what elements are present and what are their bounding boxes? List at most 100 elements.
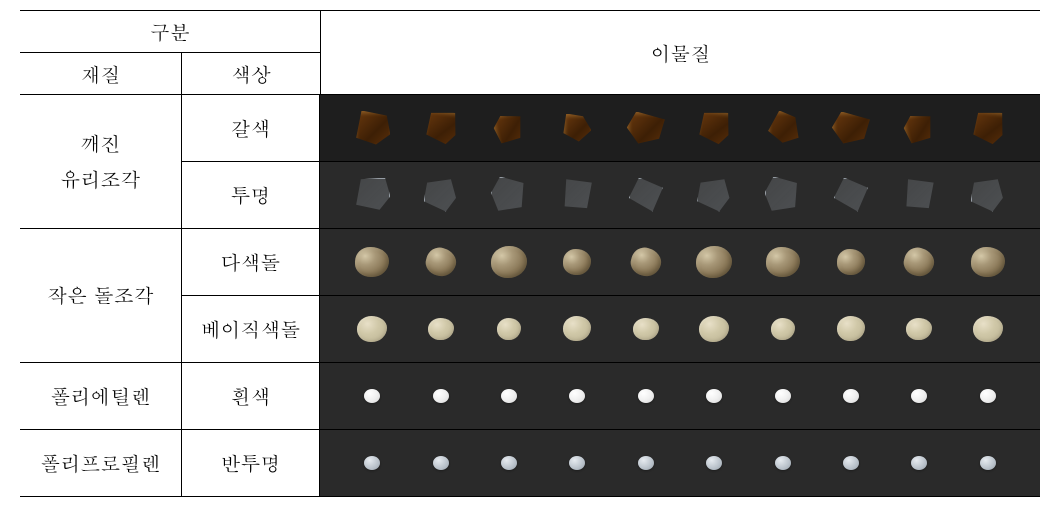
sample-item — [827, 238, 875, 286]
sample-shape — [968, 108, 1006, 146]
sample-item — [553, 372, 601, 420]
sample-item — [485, 171, 533, 219]
sample-shape — [354, 178, 390, 212]
sample-item — [895, 372, 943, 420]
sample-shape — [633, 318, 659, 340]
sample-area — [320, 363, 1040, 429]
table-row-group: 폴리프로필렌반투명 — [20, 430, 1040, 497]
sample-item — [895, 305, 943, 353]
sample-item — [964, 104, 1012, 152]
sample-item — [895, 238, 943, 286]
sample-shape — [357, 316, 387, 342]
sample-item — [417, 305, 465, 353]
color-cell: 베이직색돌 — [182, 296, 320, 362]
sample-item — [553, 238, 601, 286]
color-sample-row: 흰색 — [182, 363, 1040, 429]
sample-shape — [971, 247, 1005, 277]
sample-shape — [491, 246, 527, 278]
sample-shape — [980, 389, 996, 403]
sample-shape — [901, 110, 937, 146]
sample-item — [964, 305, 1012, 353]
sample-item — [964, 238, 1012, 286]
sample-item — [690, 238, 738, 286]
sample-shape — [569, 389, 585, 403]
sample-item — [895, 171, 943, 219]
color-cell: 투명 — [182, 162, 320, 228]
sample-shape — [837, 249, 865, 275]
header-category-group: 구분 재질 색상 — [20, 11, 320, 94]
sample-shape — [424, 178, 458, 212]
sample-shape — [491, 110, 527, 146]
sample-shape — [901, 244, 937, 279]
header-material-label: 재질 — [20, 53, 182, 94]
sample-shape — [428, 318, 454, 340]
sample-item — [485, 439, 533, 487]
sample-shape — [563, 114, 591, 142]
sample-shape — [837, 316, 865, 341]
sample-shape — [973, 316, 1003, 342]
sample-area — [320, 296, 1040, 362]
sample-shape — [834, 178, 868, 212]
color-sample-row: 다색돌 — [182, 229, 1040, 296]
sample-item — [895, 439, 943, 487]
foreign-matter-table: 구분 재질 색상 이물질 깨진 유리조각갈색투명작은 돌조각다색돌베이직색돌폴리… — [20, 10, 1040, 497]
sample-shape — [501, 456, 517, 470]
sample-shape — [765, 177, 801, 213]
sample-item — [964, 372, 1012, 420]
sample-item — [827, 372, 875, 420]
sample-item — [690, 305, 738, 353]
sample-item — [690, 372, 738, 420]
sample-shape — [911, 389, 927, 403]
sample-item — [964, 439, 1012, 487]
sample-shape — [628, 244, 664, 279]
sample-shape — [911, 456, 927, 470]
sample-item — [348, 305, 396, 353]
header-category-label: 구분 — [20, 11, 320, 53]
sample-item — [690, 439, 738, 487]
material-cell: 폴리에틸렌 — [20, 363, 182, 429]
sample-shape — [629, 178, 663, 212]
sample-shape — [903, 178, 935, 212]
color-cell: 흰색 — [182, 363, 320, 429]
sample-shape — [501, 389, 517, 403]
sample-item — [759, 104, 807, 152]
sample-item — [690, 171, 738, 219]
sample-item — [348, 238, 396, 286]
color-sample-row: 반투명 — [182, 430, 1040, 496]
sample-shape — [355, 247, 389, 277]
sample-item — [553, 171, 601, 219]
sample-item — [348, 104, 396, 152]
sample-item — [622, 171, 670, 219]
sample-item — [417, 171, 465, 219]
sample-item — [759, 305, 807, 353]
sample-item — [759, 238, 807, 286]
sample-item — [553, 439, 601, 487]
sample-item — [690, 104, 738, 152]
sample-shape — [766, 247, 800, 277]
color-sample-group: 반투명 — [182, 430, 1040, 496]
table-row-group: 깨진 유리조각갈색투명 — [20, 95, 1040, 229]
sample-shape — [980, 456, 996, 470]
sample-shape — [354, 111, 390, 145]
sample-item — [827, 104, 875, 152]
sample-shape — [561, 178, 593, 212]
sample-shape — [775, 389, 791, 403]
sample-area — [320, 95, 1040, 161]
sample-item — [759, 171, 807, 219]
sample-item — [553, 305, 601, 353]
sample-shape — [771, 318, 795, 340]
sample-shape — [433, 389, 449, 403]
sample-shape — [422, 108, 460, 146]
sample-shape — [696, 246, 732, 278]
sample-shape — [364, 389, 380, 403]
sample-item — [622, 238, 670, 286]
sample-shape — [638, 456, 654, 470]
sample-shape — [364, 456, 380, 470]
sample-shape — [491, 177, 527, 213]
color-sample-row: 베이직색돌 — [182, 296, 1040, 362]
sample-shape — [971, 178, 1005, 212]
sample-shape — [638, 389, 654, 403]
sample-shape — [497, 318, 521, 340]
sample-shape — [832, 112, 870, 144]
color-cell: 반투명 — [182, 430, 320, 496]
